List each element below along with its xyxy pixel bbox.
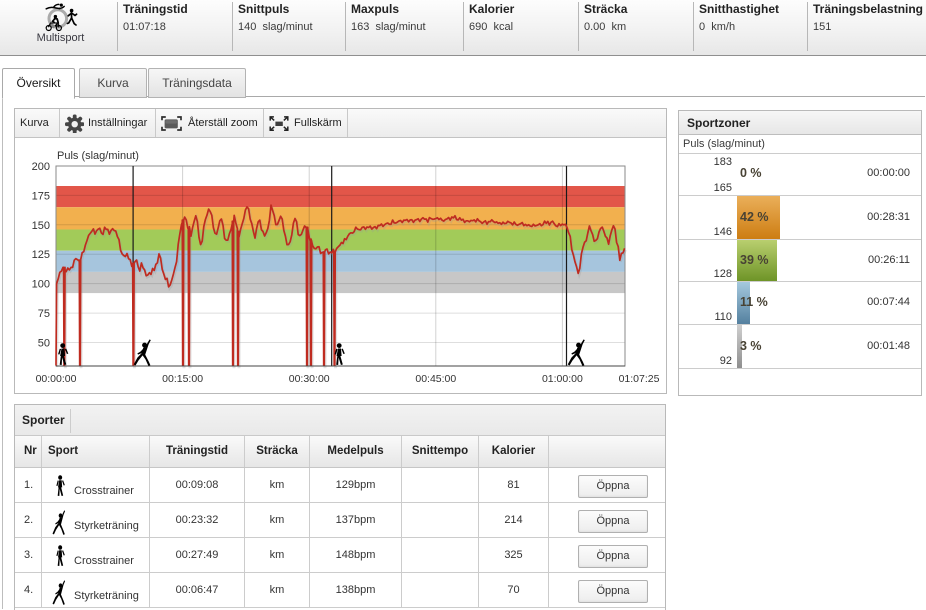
svg-text:100: 100	[32, 279, 50, 291]
svg-text:00:00:00: 00:00:00	[36, 373, 77, 385]
svg-text:00:45:00: 00:45:00	[415, 373, 456, 385]
svg-text:200: 200	[32, 161, 50, 173]
svg-text:01:07:25: 01:07:25	[619, 373, 660, 385]
svg-text:00:30:00: 00:30:00	[289, 373, 330, 385]
svg-text:175: 175	[32, 190, 50, 202]
svg-text:01:00:00: 01:00:00	[542, 373, 583, 385]
svg-text:00:15:00: 00:15:00	[162, 373, 203, 385]
svg-text:75: 75	[38, 308, 50, 320]
svg-text:150: 150	[32, 220, 50, 232]
svg-text:125: 125	[32, 249, 50, 261]
svg-text:50: 50	[38, 338, 50, 350]
svg-text:Puls (slag/minut): Puls (slag/minut)	[57, 150, 139, 162]
